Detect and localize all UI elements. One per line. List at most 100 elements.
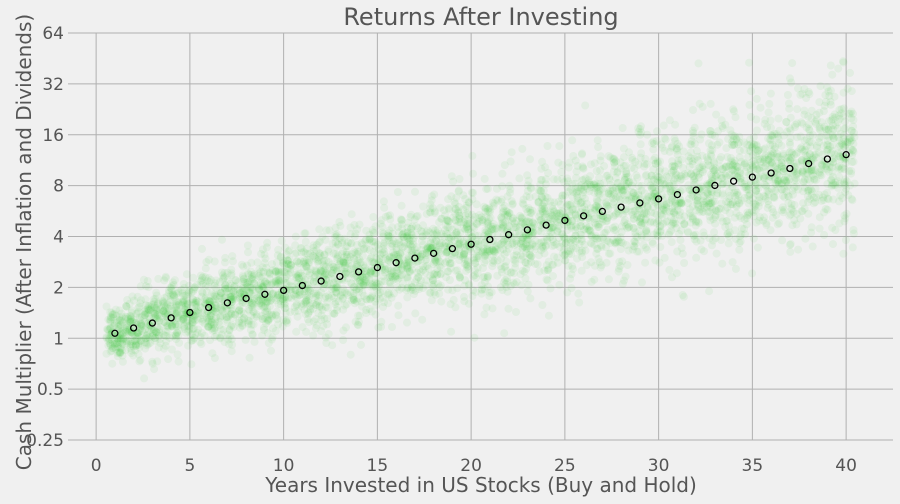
outcome-point xyxy=(169,278,177,287)
outcome-point xyxy=(204,317,213,326)
outcome-point xyxy=(122,339,131,348)
outcome-point xyxy=(165,304,174,313)
outcome-point xyxy=(146,338,155,347)
outcome-point xyxy=(179,314,188,323)
outcome-point xyxy=(235,294,244,303)
outcome-point xyxy=(173,328,182,337)
outcome-point xyxy=(239,287,248,296)
outcome-point xyxy=(173,308,182,316)
outcome-point xyxy=(190,333,199,342)
outcome-point xyxy=(114,315,122,324)
outcome-point xyxy=(180,283,189,292)
outcome-point xyxy=(553,253,562,262)
outcome-point xyxy=(164,321,173,330)
outcome-point xyxy=(691,178,700,187)
outcome-point xyxy=(248,330,257,339)
outcome-point xyxy=(242,285,251,294)
outcome-point xyxy=(210,332,219,341)
y-axis-label: Cash Multiplier (After Inflation and Div… xyxy=(12,14,36,470)
outcome-point xyxy=(535,267,544,276)
outcome-point xyxy=(394,311,403,320)
outcome-point xyxy=(241,335,250,344)
outcome-point xyxy=(258,314,267,323)
outcome-point xyxy=(705,139,713,148)
outcome-point xyxy=(841,236,850,244)
outcome-point xyxy=(483,184,492,193)
outcome-point xyxy=(671,120,680,129)
outcome-point xyxy=(171,320,180,329)
outcome-point xyxy=(217,303,226,312)
outcome-point xyxy=(172,309,181,318)
outcome-point xyxy=(154,298,163,307)
outcome-point xyxy=(108,344,117,353)
outcome-point xyxy=(140,313,149,322)
outcome-point xyxy=(601,228,610,237)
outcome-point xyxy=(788,59,797,68)
outcome-point xyxy=(131,336,140,345)
outcome-point xyxy=(675,211,684,220)
outcome-point xyxy=(140,338,149,347)
outcome-point xyxy=(823,83,832,92)
outcome-point xyxy=(543,236,552,245)
outcome-point xyxy=(142,339,151,348)
outcome-point xyxy=(211,301,220,310)
outcome-point xyxy=(179,308,188,317)
outcome-point xyxy=(254,296,263,305)
outcome-point xyxy=(225,311,234,320)
outcome-point xyxy=(815,98,824,107)
outcome-point xyxy=(798,207,807,216)
outcome-point xyxy=(848,243,857,252)
outcome-point xyxy=(109,329,118,338)
outcome-point xyxy=(182,270,191,279)
outcome-point xyxy=(244,278,253,287)
outcome-point xyxy=(369,237,378,246)
outcome-point xyxy=(215,298,224,306)
outcome-point xyxy=(155,328,164,337)
outcome-point xyxy=(703,155,712,164)
outcome-point xyxy=(133,334,142,343)
outcome-point xyxy=(411,231,420,240)
outcome-point xyxy=(610,155,619,164)
outcome-point xyxy=(247,258,256,267)
outcome-point xyxy=(206,309,215,318)
outcome-point xyxy=(225,326,234,335)
outcome-point xyxy=(238,271,247,280)
outcome-point xyxy=(823,205,832,214)
outcome-point xyxy=(224,284,233,293)
outcome-point xyxy=(824,125,833,134)
outcome-point xyxy=(134,350,143,359)
outcome-point xyxy=(179,315,188,324)
outcome-point xyxy=(149,295,158,304)
outcome-point xyxy=(210,295,219,304)
outcome-point xyxy=(205,297,214,306)
outcome-point xyxy=(525,193,534,202)
outcome-point xyxy=(245,277,254,286)
outcome-point xyxy=(221,281,230,290)
outcome-point xyxy=(206,311,215,320)
outcome-point xyxy=(215,294,224,302)
outcome-point xyxy=(174,321,183,330)
outcome-point xyxy=(123,327,132,336)
outcome-point xyxy=(834,133,843,142)
outcome-point xyxy=(184,289,193,298)
outcome-point xyxy=(181,302,190,311)
outcome-point xyxy=(521,218,530,227)
outcome-point xyxy=(665,228,674,237)
outcome-point xyxy=(268,290,277,299)
outcome-point xyxy=(239,283,248,292)
outcome-point xyxy=(225,325,234,334)
outcome-point xyxy=(127,328,136,336)
outcome-point xyxy=(428,204,437,213)
outcome-point xyxy=(175,300,183,309)
outcome-point xyxy=(143,330,152,339)
outcome-point xyxy=(310,266,319,275)
outcome-point xyxy=(211,279,220,288)
outcome-point xyxy=(319,261,328,270)
outcome-point xyxy=(227,347,236,356)
outcome-point xyxy=(751,200,760,209)
outcome-point xyxy=(403,273,412,282)
outcome-point xyxy=(441,221,450,230)
outcome-point xyxy=(516,251,525,260)
outcome-point xyxy=(121,312,130,321)
